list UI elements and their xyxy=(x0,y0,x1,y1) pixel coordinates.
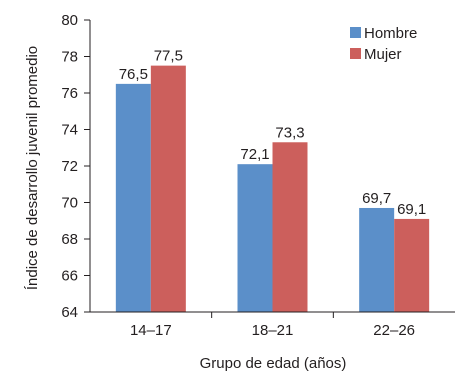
data-label-hombre-0: 76,5 xyxy=(119,66,148,83)
y-tick-label-1: 66 xyxy=(61,268,78,285)
legend-swatch-hombre xyxy=(350,27,361,38)
y-tick-label-0: 64 xyxy=(61,304,78,321)
labels-layer: 76,5 77,5 14–17 72,1 73,3 18–21 69,7 69,1 22–26 6… xyxy=(61,12,426,339)
y-tick-label-4: 72 xyxy=(61,158,78,175)
y-tick-label-5: 74 xyxy=(61,122,78,139)
data-label-hombre-2: 69,7 xyxy=(362,190,391,207)
legend-label-mujer: Mujer xyxy=(364,46,402,63)
data-label-mujer-1: 73,3 xyxy=(275,124,304,141)
legend-swatch-mujer xyxy=(350,48,361,59)
bar-hombre-1 xyxy=(237,164,273,312)
data-label-mujer-0: 77,5 xyxy=(154,48,183,65)
bars-layer xyxy=(115,65,430,312)
y-tick-label-6: 76 xyxy=(61,85,78,102)
legend-label-hombre: Hombre xyxy=(364,25,417,42)
x-tick-label-0: 14–17 xyxy=(130,322,172,339)
x-tick-label-1: 18–21 xyxy=(252,322,294,339)
x-axis-title: Grupo de edad (años) xyxy=(200,355,347,372)
bar-mujer-2 xyxy=(394,218,430,312)
legend: Hombre Mujer xyxy=(350,25,417,63)
bar-mujer-1 xyxy=(272,142,308,312)
y-tick-label-7: 78 xyxy=(61,49,78,66)
bar-hombre-0 xyxy=(115,83,151,312)
y-tick-label-3: 70 xyxy=(61,195,78,212)
axes-layer xyxy=(84,19,455,318)
y-tick-label-8: 80 xyxy=(61,12,78,29)
x-tick-label-2: 22–26 xyxy=(373,322,415,339)
y-axis-title: Índice de desarrollo juvenil promedio xyxy=(24,46,41,290)
bar-hombre-2 xyxy=(359,207,395,312)
data-label-hombre-1: 72,1 xyxy=(240,146,269,163)
bar-mujer-0 xyxy=(150,65,186,312)
data-label-mujer-2: 69,1 xyxy=(397,201,426,218)
y-tick-label-2: 68 xyxy=(61,231,78,248)
